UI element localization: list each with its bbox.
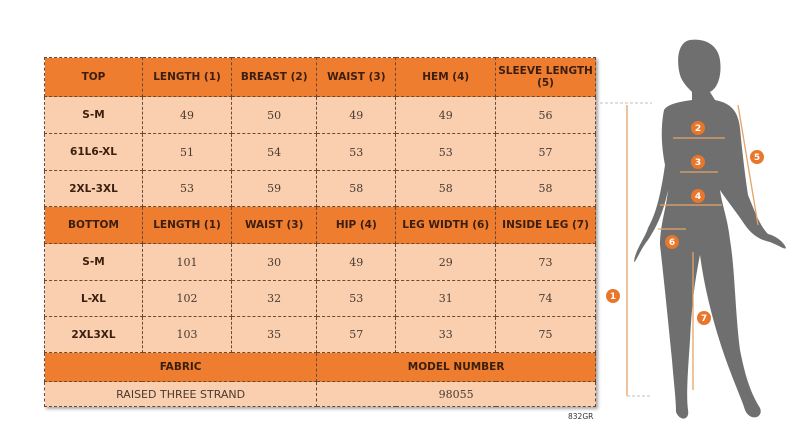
value-cell: 33: [395, 316, 497, 353]
top-header-row: TOP LENGTH (1) BREAST (2) WAIST (3) HEM …: [44, 57, 596, 97]
value-cell: 73: [495, 243, 596, 281]
svg-text:1: 1: [610, 292, 616, 302]
marker-7: 7: [697, 311, 711, 325]
header-cell: WAIST (3): [316, 57, 397, 97]
svg-text:4: 4: [695, 192, 701, 202]
value-cell: 49: [141, 96, 233, 134]
header-cell: LEG WIDTH (6): [395, 206, 497, 244]
value-cell: 101: [141, 243, 233, 281]
header-cell: WAIST (3): [231, 206, 318, 244]
value-cell: 49: [395, 96, 497, 134]
size-cell: 2XL-3XL: [44, 170, 143, 207]
body-shape: [634, 39, 786, 419]
value-cell: 57: [316, 316, 397, 353]
size-cell: 2XL3XL: [44, 316, 143, 353]
value-cell: 53: [141, 170, 233, 207]
marker-6: 6: [665, 235, 679, 249]
value-cell: 59: [231, 170, 318, 207]
table-row: 2XL3XL 103 35 57 33 75: [44, 316, 596, 353]
value-cell: 58: [316, 170, 397, 207]
table-row: S-M 101 30 49 29 73: [44, 243, 596, 281]
value-cell: 53: [395, 133, 497, 171]
table-row: S-M 49 50 49 49 56: [44, 96, 596, 134]
svg-text:7: 7: [701, 314, 707, 324]
value-cell: 58: [495, 170, 596, 207]
measure-markers: 1 2 3 4 5 6 7: [606, 121, 764, 325]
header-cell: TOP: [44, 57, 143, 97]
value-cell: 35: [231, 316, 318, 353]
measure-lines: [600, 102, 759, 397]
value-cell: 103: [141, 316, 233, 353]
info-value-row: RAISED THREE STRAND 98055: [43, 381, 596, 407]
value-cell: 53: [316, 133, 397, 171]
size-chart-table: TOP LENGTH (1) BREAST (2) WAIST (3) HEM …: [43, 57, 596, 407]
svg-text:6: 6: [669, 238, 675, 248]
value-cell: 102: [141, 280, 233, 317]
value-cell: 50: [231, 96, 318, 134]
fabric-value: RAISED THREE STRAND: [43, 381, 318, 407]
marker-4: 4: [691, 189, 705, 203]
silhouette: [634, 39, 786, 419]
table-row: L-XL 102 32 53 31 74: [44, 280, 596, 317]
value-cell: 49: [316, 96, 397, 134]
header-cell: LENGTH (1): [141, 57, 233, 97]
model-number-value: 98055: [316, 381, 596, 407]
size-cell: S-M: [44, 96, 143, 134]
value-cell: 58: [395, 170, 497, 207]
value-cell: 32: [231, 280, 318, 317]
value-cell: 31: [395, 280, 497, 317]
bottom-header-row: BOTTOM LENGTH (1) WAIST (3) HIP (4) LEG …: [44, 206, 596, 244]
svg-text:5: 5: [754, 153, 760, 163]
product-code: 832GR: [568, 412, 594, 421]
header-cell: BREAST (2): [231, 57, 318, 97]
fabric-label: FABRIC: [43, 352, 318, 382]
header-cell: LENGTH (1): [141, 206, 233, 244]
header-cell: SLEEVE LENGTH (5): [495, 57, 596, 97]
value-cell: 53: [316, 280, 397, 317]
marker-1: 1: [606, 289, 620, 303]
info-header-row: FABRIC MODEL NUMBER: [43, 352, 596, 382]
header-cell: INSIDE LEG (7): [495, 206, 596, 244]
value-cell: 54: [231, 133, 318, 171]
header-cell: HEM (4): [395, 57, 497, 97]
marker-3: 3: [691, 155, 705, 169]
size-cell: L-XL: [44, 280, 143, 317]
value-cell: 75: [495, 316, 596, 353]
body-measurement-figure: 1 2 3 4 5 6 7: [600, 39, 786, 419]
value-cell: 56: [495, 96, 596, 134]
value-cell: 74: [495, 280, 596, 317]
header-cell: HIP (4): [316, 206, 397, 244]
marker-2: 2: [691, 121, 705, 135]
value-cell: 30: [231, 243, 318, 281]
marker-5: 5: [750, 150, 764, 164]
svg-text:2: 2: [695, 124, 701, 134]
header-cell: BOTTOM: [44, 206, 143, 244]
value-cell: 51: [141, 133, 233, 171]
table-row: 2XL-3XL 53 59 58 58 58: [44, 170, 596, 207]
value-cell: 49: [316, 243, 397, 281]
size-cell: 61L6-XL: [44, 133, 143, 171]
value-cell: 29: [395, 243, 497, 281]
model-number-label: MODEL NUMBER: [316, 352, 596, 382]
size-cell: S-M: [44, 243, 143, 281]
table-row: 61L6-XL 51 54 53 53 57: [44, 133, 596, 171]
value-cell: 57: [495, 133, 596, 171]
svg-text:3: 3: [695, 158, 701, 168]
